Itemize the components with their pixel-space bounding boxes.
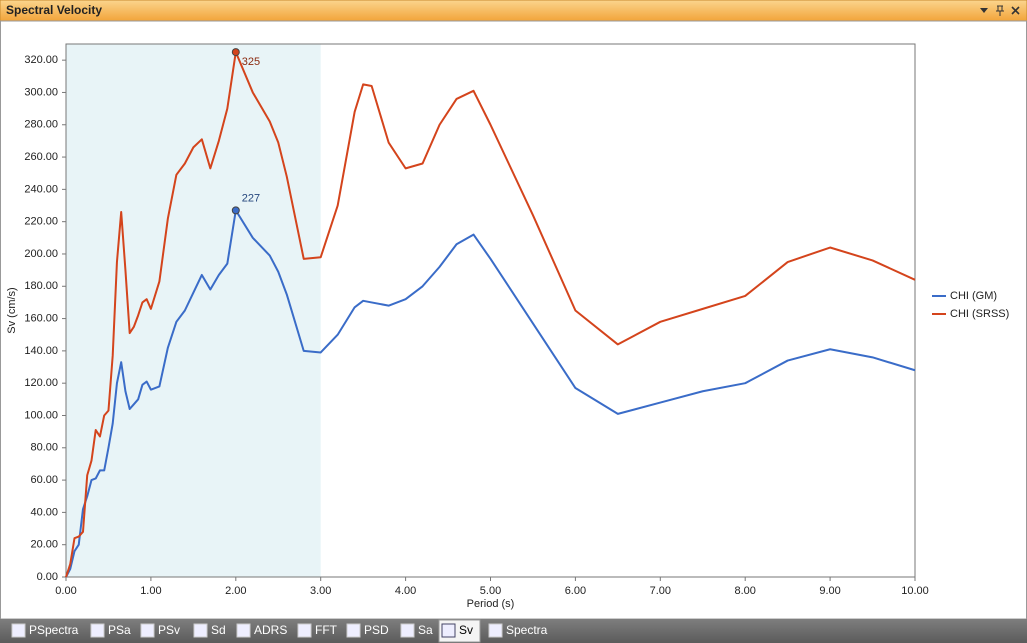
y-tick-label: 40.00 [30, 506, 58, 518]
menu-button[interactable] [980, 8, 988, 13]
y-tick-label: 120.00 [24, 377, 58, 389]
y-tick-label: 220.00 [24, 216, 58, 228]
tab-label[interactable]: PSD [364, 623, 389, 637]
tab-icon[interactable] [236, 623, 251, 638]
tab-icon[interactable] [11, 623, 26, 638]
pin-button[interactable] [996, 5, 1004, 16]
x-tick-label: 1.00 [140, 585, 161, 597]
tab-label[interactable]: PSpectra [29, 623, 79, 637]
x-axis-label: Period (s) [467, 598, 515, 610]
series-line [65, 51, 916, 578]
y-tick-label: 180.00 [24, 280, 58, 292]
tab-label[interactable]: Sa [418, 623, 433, 637]
y-tick-label: 140.00 [24, 345, 58, 357]
x-tick-label: 8.00 [734, 585, 755, 597]
tab-label[interactable]: ADRS [254, 623, 287, 637]
tabs: PSpectra PSa PSv Sd ADRS FFT PSD Sa Sv Spectra [11, 619, 548, 643]
x-tick-label: 2.00 [225, 585, 246, 597]
tab-bar [0, 619, 1027, 643]
title-bar [0, 0, 1027, 22]
tab-icon[interactable] [400, 623, 415, 638]
y-tick-label: 320.00 [24, 54, 58, 66]
y-tick-label: 260.00 [24, 151, 58, 163]
x-tick-label: 0.00 [55, 585, 76, 597]
y-axis-label: Sv (cm/s) [6, 287, 18, 333]
y-tick-label: 0.00 [37, 571, 58, 583]
legend-label: CHI (GM) [950, 290, 997, 302]
annotation-label: 227 [242, 192, 260, 204]
window-title: Spectral Velocity [6, 3, 102, 17]
y-tick-label: 280.00 [24, 119, 58, 131]
y-tick-label: 60.00 [30, 474, 58, 486]
y-tick-label: 100.00 [24, 409, 58, 421]
tab-label[interactable]: Spectra [506, 623, 548, 637]
legend-label: CHI (SRSS) [950, 308, 1009, 320]
tab-icon[interactable] [441, 623, 456, 638]
x-tick-label: 10.00 [901, 585, 929, 597]
annotation-marker [231, 48, 240, 57]
y-tick-label: 300.00 [24, 86, 58, 98]
close-button[interactable] [1011, 6, 1020, 15]
y-tick-label: 200.00 [24, 248, 58, 260]
tab-icon[interactable] [90, 623, 105, 638]
x-tick-label: 3.00 [310, 585, 331, 597]
x-tick-label: 5.00 [480, 585, 501, 597]
tab-label[interactable]: FFT [315, 623, 338, 637]
tab-label[interactable]: Sv [459, 623, 473, 637]
tab-icon[interactable] [140, 623, 155, 638]
y-tick-label: 240.00 [24, 183, 58, 195]
tab-icon[interactable] [488, 623, 503, 638]
tab-label[interactable]: PSv [158, 623, 180, 637]
annotation-label: 325 [242, 56, 260, 68]
y-tick-label: 80.00 [30, 442, 58, 454]
y-tick-label: 160.00 [24, 312, 58, 324]
y-tick-label: 20.00 [30, 539, 58, 551]
x-tick-label: 6.00 [565, 585, 586, 597]
annotation-marker [231, 206, 240, 215]
x-tick-label: 7.00 [650, 585, 671, 597]
x-tick-label: 4.00 [395, 585, 416, 597]
tab-icon[interactable] [193, 623, 208, 638]
highlight-band [66, 44, 321, 577]
tab-icon[interactable] [297, 623, 312, 638]
tab-label[interactable]: Sd [211, 623, 226, 637]
series-line [65, 209, 916, 578]
tab-icon[interactable] [346, 623, 361, 638]
tab-label[interactable]: PSa [108, 623, 131, 637]
x-tick-label: 9.00 [819, 585, 840, 597]
plot: 0.00 20.00 40.00 60.00 80.00 100.00 120.00 140.… [6, 43, 1009, 610]
